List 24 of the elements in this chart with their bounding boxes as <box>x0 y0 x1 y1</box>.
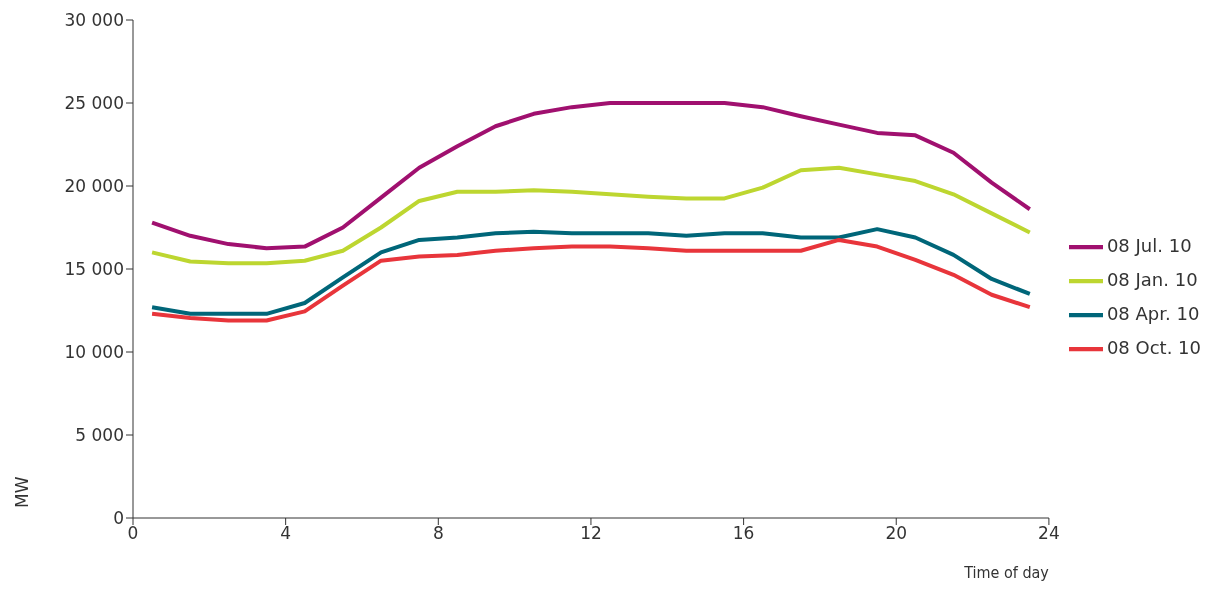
x-tick-label: 0 <box>127 523 139 544</box>
x-tick-label: 8 <box>432 523 444 544</box>
x-tick-label: 4 <box>280 523 292 544</box>
x-tick-label: 16 <box>732 523 755 544</box>
legend-label: 08 Jul. 10 <box>1106 235 1192 256</box>
y-tick-label: 20 000 <box>64 176 124 197</box>
x-axis-title: Time of day <box>963 563 1050 582</box>
x-tick-label: 20 <box>885 523 908 544</box>
legend-label: 08 Apr. 10 <box>1106 303 1200 324</box>
y-tick-label: 15 000 <box>64 259 124 280</box>
y-tick-label: 25 000 <box>64 93 124 114</box>
x-tick-label: 24 <box>1038 523 1060 544</box>
line-series <box>150 237 1032 323</box>
legend-label: 08 Oct. 10 <box>1106 337 1201 358</box>
line-series <box>150 101 1032 251</box>
line-series <box>150 227 1032 316</box>
y-tick-label: 0 <box>113 508 124 529</box>
y-tick-label: 10 000 <box>64 342 124 363</box>
y-tick-label: 30 000 <box>64 10 124 31</box>
x-tick-label: 12 <box>580 523 602 544</box>
legend-label: 08 Jan. 10 <box>1106 269 1198 290</box>
y-tick-label: 5 000 <box>75 425 124 446</box>
line-series <box>150 165 1032 266</box>
y-axis-title: MW <box>12 476 32 508</box>
